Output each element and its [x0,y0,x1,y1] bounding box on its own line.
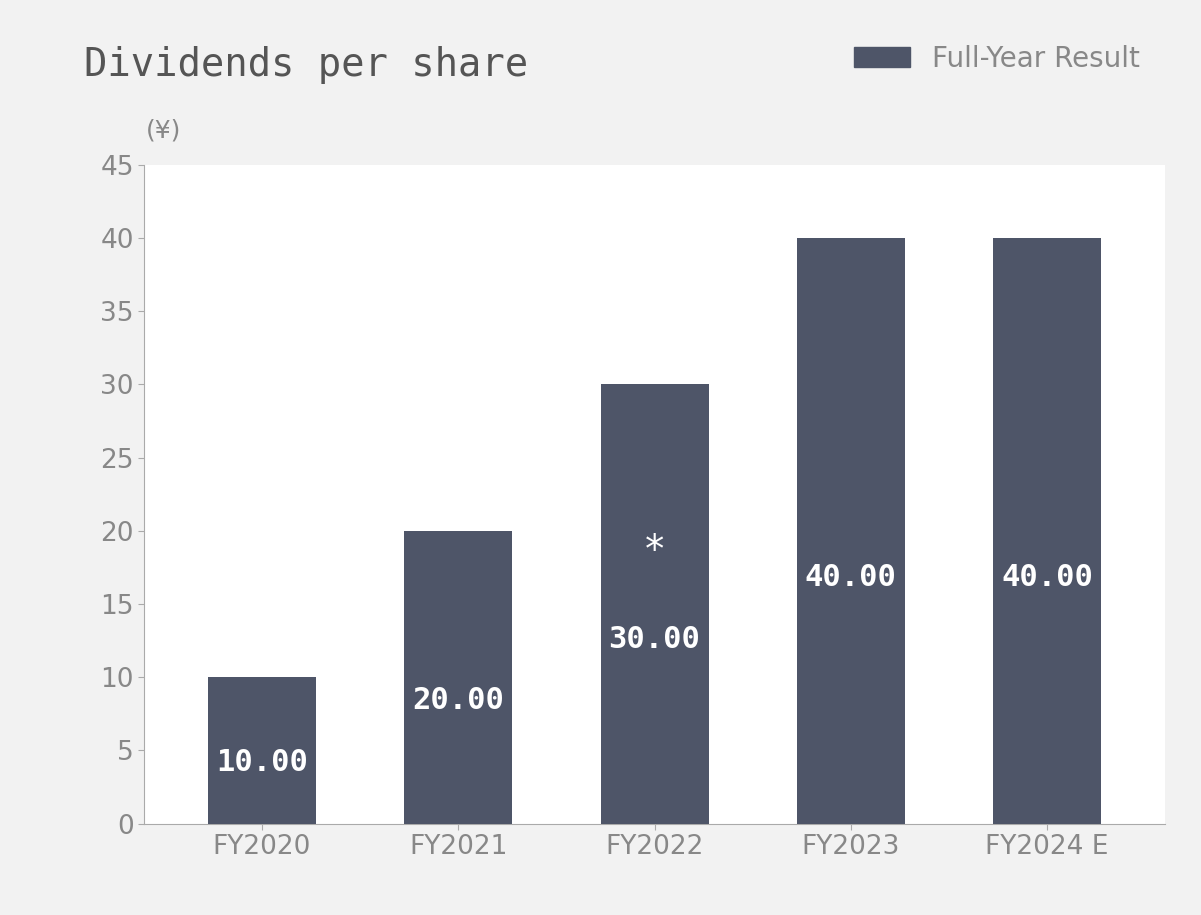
Text: 20.00: 20.00 [412,686,504,715]
Text: 10.00: 10.00 [216,748,307,777]
Text: *: * [643,533,667,570]
Text: 40.00: 40.00 [805,563,897,592]
Bar [797,238,904,824]
Bar [405,531,512,824]
Text: Dividends per share: Dividends per share [84,46,528,84]
Bar [208,677,316,824]
Bar [600,384,709,824]
Text: 30.00: 30.00 [609,625,700,653]
Text: (¥): (¥) [147,119,181,143]
Bar [993,238,1101,824]
Text: 40.00: 40.00 [1002,563,1093,592]
Legend: Full-Year Result: Full-Year Result [843,34,1151,84]
